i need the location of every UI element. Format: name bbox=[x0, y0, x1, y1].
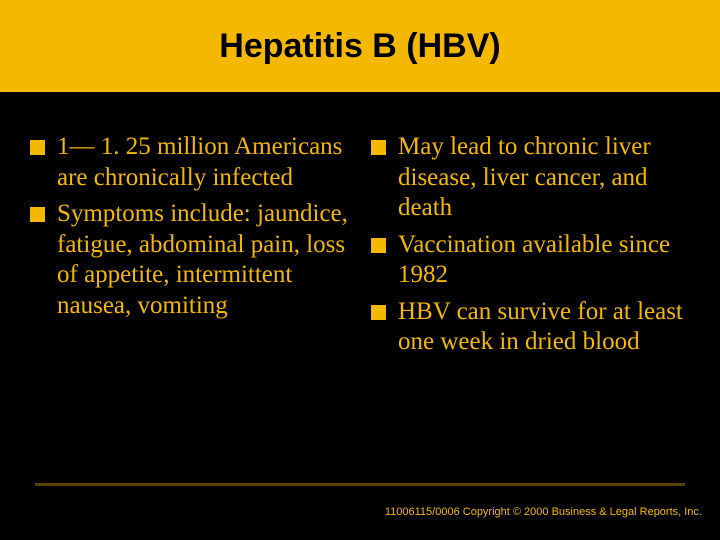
bullet-icon bbox=[371, 140, 386, 155]
list-item: Symptoms include: jaundice, fatigue, abd… bbox=[30, 199, 349, 321]
left-column: 1— 1. 25 million Americans are chronical… bbox=[30, 132, 349, 364]
bullet-text: May lead to chronic liver disease, liver… bbox=[398, 132, 690, 224]
footer-copyright: 11006115/0006 Copyright © 2000 Business … bbox=[385, 506, 702, 518]
footer-separator bbox=[35, 483, 685, 486]
list-item: HBV can survive for at least one week in… bbox=[371, 297, 690, 358]
bullet-text: Vaccination available since 1982 bbox=[398, 230, 690, 291]
list-item: 1— 1. 25 million Americans are chronical… bbox=[30, 132, 349, 193]
title-bar: Hepatitis B (HBV) bbox=[0, 0, 720, 92]
bullet-icon bbox=[30, 140, 45, 155]
right-column: May lead to chronic liver disease, liver… bbox=[371, 132, 690, 364]
bullet-icon bbox=[371, 305, 386, 320]
bullet-icon bbox=[30, 207, 45, 222]
bullet-text: HBV can survive for at least one week in… bbox=[398, 297, 690, 358]
slide-title: Hepatitis B (HBV) bbox=[219, 27, 500, 66]
content-area: 1— 1. 25 million Americans are chronical… bbox=[0, 92, 720, 364]
bullet-icon bbox=[371, 238, 386, 253]
bullet-text: Symptoms include: jaundice, fatigue, abd… bbox=[57, 199, 349, 321]
list-item: May lead to chronic liver disease, liver… bbox=[371, 132, 690, 224]
bullet-text: 1— 1. 25 million Americans are chronical… bbox=[57, 132, 349, 193]
list-item: Vaccination available since 1982 bbox=[371, 230, 690, 291]
